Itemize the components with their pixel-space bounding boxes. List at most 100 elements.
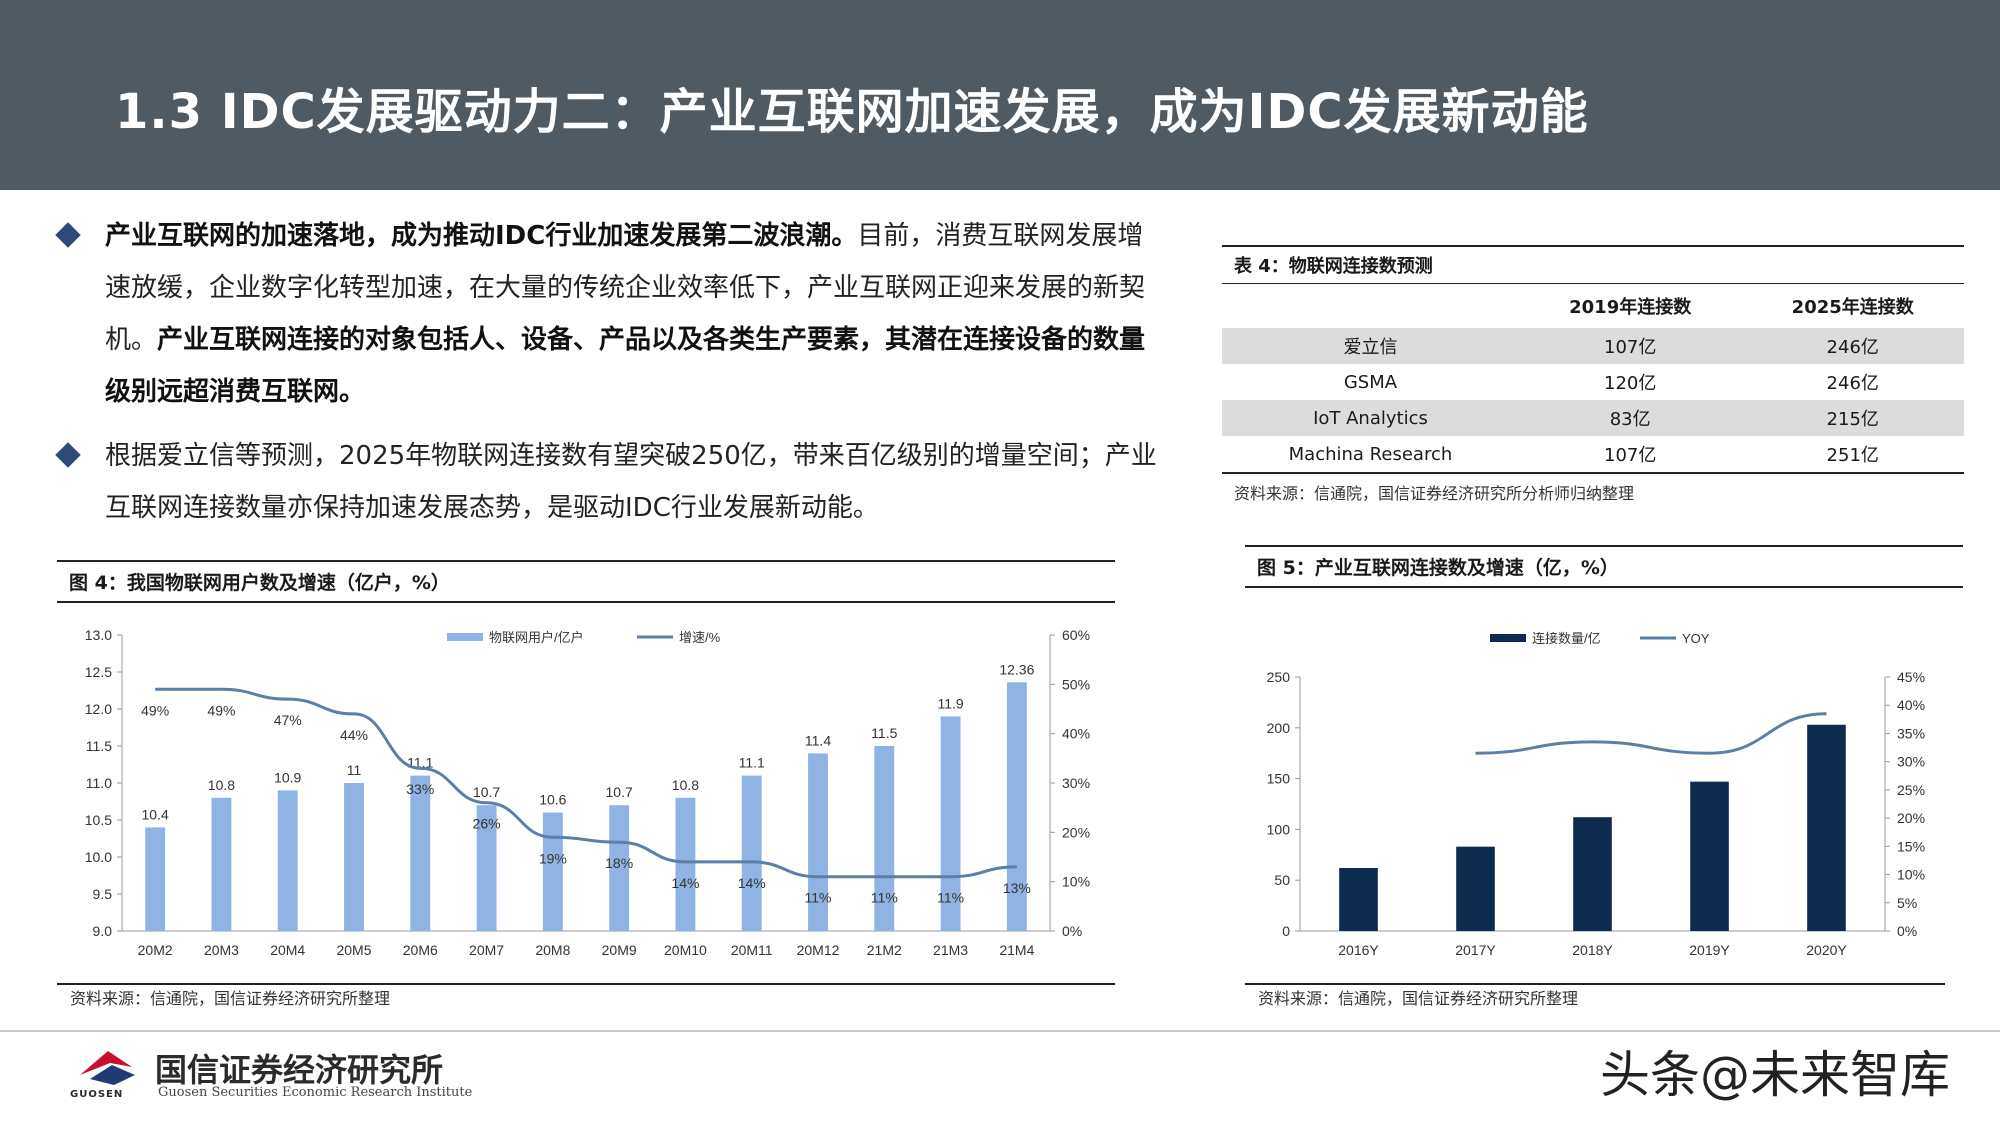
y2-tick-label: 40% (1897, 697, 1925, 713)
table-row: IoT Analytics 83亿 215亿 (1222, 400, 1964, 436)
watermark-text: 头条@未来智库 (1600, 1046, 1950, 1104)
x-tick-label: 20M3 (204, 942, 239, 958)
bar-mark (1573, 817, 1612, 931)
legend-bar-swatch (447, 633, 483, 641)
y-tick-label: 50 (1274, 872, 1290, 888)
bar-mark (277, 790, 298, 931)
y-tick-label: 0 (1282, 923, 1290, 939)
bar-data-label: 10.7 (473, 784, 500, 800)
x-tick-label: 20M2 (138, 942, 173, 958)
line-data-label: 44% (340, 727, 368, 743)
y2-tick-label: 20% (1062, 824, 1090, 840)
bar-mark (211, 797, 232, 931)
bullet-text: 目前，消费互联网发展增速放缓，企业数字化转型加速，在大量的传统企业效率低下，产业… (105, 221, 1146, 355)
logo-mark-text: GUOSEN (70, 1089, 124, 1100)
bullet-bold-lead: 产业互联网的加速落地，成为推动IDC行业加速发展第二波浪潮。 (105, 221, 858, 251)
logo-cn-text: 国信证券经济研究所 (155, 1051, 444, 1089)
chart1-bottom-rule (57, 983, 1115, 985)
x-tick-label: 20M4 (270, 942, 305, 958)
x-tick-label: 2018Y (1572, 942, 1613, 958)
diamond-bullet-icon (55, 442, 81, 468)
table-row: Machina Research 107亿 251亿 (1222, 436, 1964, 474)
line-data-label: 49% (141, 702, 169, 718)
chart2-bottom-rule (1245, 983, 1945, 985)
table-cell: 107亿 (1518, 436, 1742, 474)
line-data-label: 11% (805, 890, 832, 906)
table-row: GSMA 120亿 246亿 (1222, 364, 1964, 400)
bar-data-label: 11.1 (739, 755, 765, 771)
bullet-list: 产业互联网的加速落地，成为推动IDC行业加速发展第二波浪潮。目前，消费互联网发展… (55, 210, 1165, 534)
y2-tick-label: 50% (1062, 676, 1090, 692)
forecast-table-block: 表 4：物联网连接数预测 2019年连接数 2025年连接数 爱立信 107亿 … (1222, 245, 1964, 504)
x-tick-label: 21M2 (867, 942, 902, 958)
bar-mark (410, 775, 431, 931)
chart1-source: 资料来源：信通院，国信证券经济研究所整理 (70, 989, 391, 1008)
y-tick-label: 12.5 (85, 664, 112, 680)
bar-mark (1807, 724, 1846, 931)
page-title: 1.3 IDC发展驱动力二：产业互联网加速发展，成为IDC发展新动能 (115, 84, 1589, 140)
y2-tick-label: 0% (1062, 923, 1082, 939)
y2-tick-label: 10% (1062, 874, 1090, 890)
x-tick-label: 2019Y (1689, 942, 1730, 958)
y2-tick-label: 30% (1897, 754, 1925, 770)
table-cell: 251亿 (1741, 436, 1964, 474)
table-cell: 83亿 (1518, 400, 1742, 436)
line-data-label: 13% (1003, 880, 1031, 896)
bar-data-label: 11.9 (937, 695, 963, 711)
table-source: 资料来源：信通院，国信证券经济研究所分析师归纳整理 (1234, 484, 1635, 503)
legend-line-label: 增速/% (679, 630, 721, 645)
y2-tick-label: 10% (1897, 867, 1925, 883)
bar-data-label: 11.4 (805, 732, 831, 748)
growth-line (155, 687, 1017, 879)
bar-data-label: 11 (347, 762, 362, 778)
line-data-label: 14% (671, 875, 699, 891)
y2-tick-label: 20% (1897, 810, 1925, 826)
bar-mark (1690, 781, 1729, 931)
table-cell: 246亿 (1826, 373, 1879, 394)
header-bar: 1.3 IDC发展驱动力二：产业互联网加速发展，成为IDC发展新动能 (0, 0, 2000, 190)
growth-line (1475, 712, 1827, 755)
y-tick-label: 9.0 (93, 923, 113, 939)
guosen-logo: GUOSEN 国信证券经济研究所 Guosen Securities Econo… (70, 1045, 490, 1105)
y2-tick-label: 45% (1897, 669, 1925, 685)
legend-bar-label: 连接数量/亿 (1532, 631, 1601, 646)
y2-tick-label: 0% (1897, 923, 1917, 939)
bullet-item: 产业互联网的加速落地，成为推动IDC行业加速发展第二波浪潮。目前，消费互联网发展… (55, 210, 1165, 418)
table-caption: 表 4：物联网连接数预测 (1222, 245, 1964, 284)
x-tick-label: 20M12 (797, 942, 840, 958)
bar-mark (344, 783, 364, 931)
line-data-label: 33% (406, 781, 434, 797)
y-tick-label: 11.0 (86, 775, 112, 791)
bar-mark (609, 805, 630, 931)
table-cell: 爱立信 (1222, 328, 1519, 364)
bar-data-label: 10.8 (208, 777, 235, 793)
bar-mark (874, 746, 895, 931)
forecast-table: 2019年连接数 2025年连接数 爱立信 107亿 246亿 GSMA 120… (1222, 284, 1964, 474)
y2-tick-label: 35% (1897, 725, 1925, 741)
table-header-cell (1222, 284, 1519, 328)
bar-mark (476, 805, 497, 931)
y-tick-label: 100 (1267, 821, 1291, 837)
x-tick-label: 20M8 (535, 942, 570, 958)
x-tick-label: 2020Y (1806, 942, 1847, 958)
line-data-label: 49% (207, 702, 235, 718)
chart1-iot-users: 13.0 12.5 12.0 11.5 11.0 10.5 10.0 9.5 9.0 60% 50%… (85, 627, 1090, 958)
table-cell: 120亿 (1604, 373, 1657, 394)
bar-mark (1339, 868, 1378, 931)
table-cell: 246亿 (1741, 328, 1964, 364)
bar-data-label: 10.4 (142, 806, 169, 822)
x-tick-label: 21M3 (933, 942, 968, 958)
table-cell: GSMA (1343, 371, 1398, 393)
chart1-title: 图 4：我国物联网用户数及增速（亿户，%） (57, 560, 1115, 603)
y-tick-label: 150 (1267, 771, 1291, 787)
bar-mark (145, 827, 166, 931)
line-data-label: 14% (738, 875, 766, 891)
legend-line-label: YOY (1682, 631, 1710, 646)
line-data-label: 19% (539, 850, 567, 866)
y-tick-label: 10.0 (85, 849, 112, 865)
bar-data-label: 10.8 (672, 777, 699, 793)
table-header-cell: 2025年连接数 (1791, 297, 1914, 318)
y-tick-label: 9.5 (93, 886, 113, 902)
line-data-label: 47% (274, 712, 302, 728)
y2-tick-label: 60% (1062, 627, 1090, 643)
